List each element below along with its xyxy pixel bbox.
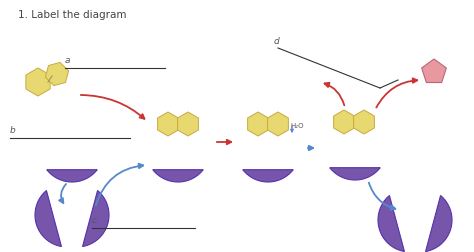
Polygon shape — [153, 170, 203, 182]
Polygon shape — [26, 68, 50, 96]
Polygon shape — [243, 170, 293, 182]
Polygon shape — [82, 191, 109, 246]
Polygon shape — [354, 110, 374, 134]
Polygon shape — [35, 191, 62, 246]
Text: c: c — [92, 216, 97, 225]
Text: H₂O: H₂O — [290, 123, 303, 129]
Polygon shape — [334, 110, 355, 134]
Polygon shape — [46, 62, 69, 86]
Polygon shape — [178, 112, 199, 136]
Polygon shape — [378, 196, 404, 251]
Polygon shape — [330, 168, 380, 180]
Polygon shape — [268, 112, 288, 136]
Polygon shape — [426, 196, 452, 251]
Polygon shape — [158, 112, 178, 136]
Text: d: d — [274, 37, 280, 46]
Polygon shape — [247, 112, 268, 136]
Text: 1. Label the diagram: 1. Label the diagram — [18, 10, 127, 20]
Polygon shape — [47, 170, 97, 182]
Text: a: a — [65, 56, 71, 65]
Text: b: b — [10, 126, 16, 135]
Polygon shape — [422, 59, 447, 82]
